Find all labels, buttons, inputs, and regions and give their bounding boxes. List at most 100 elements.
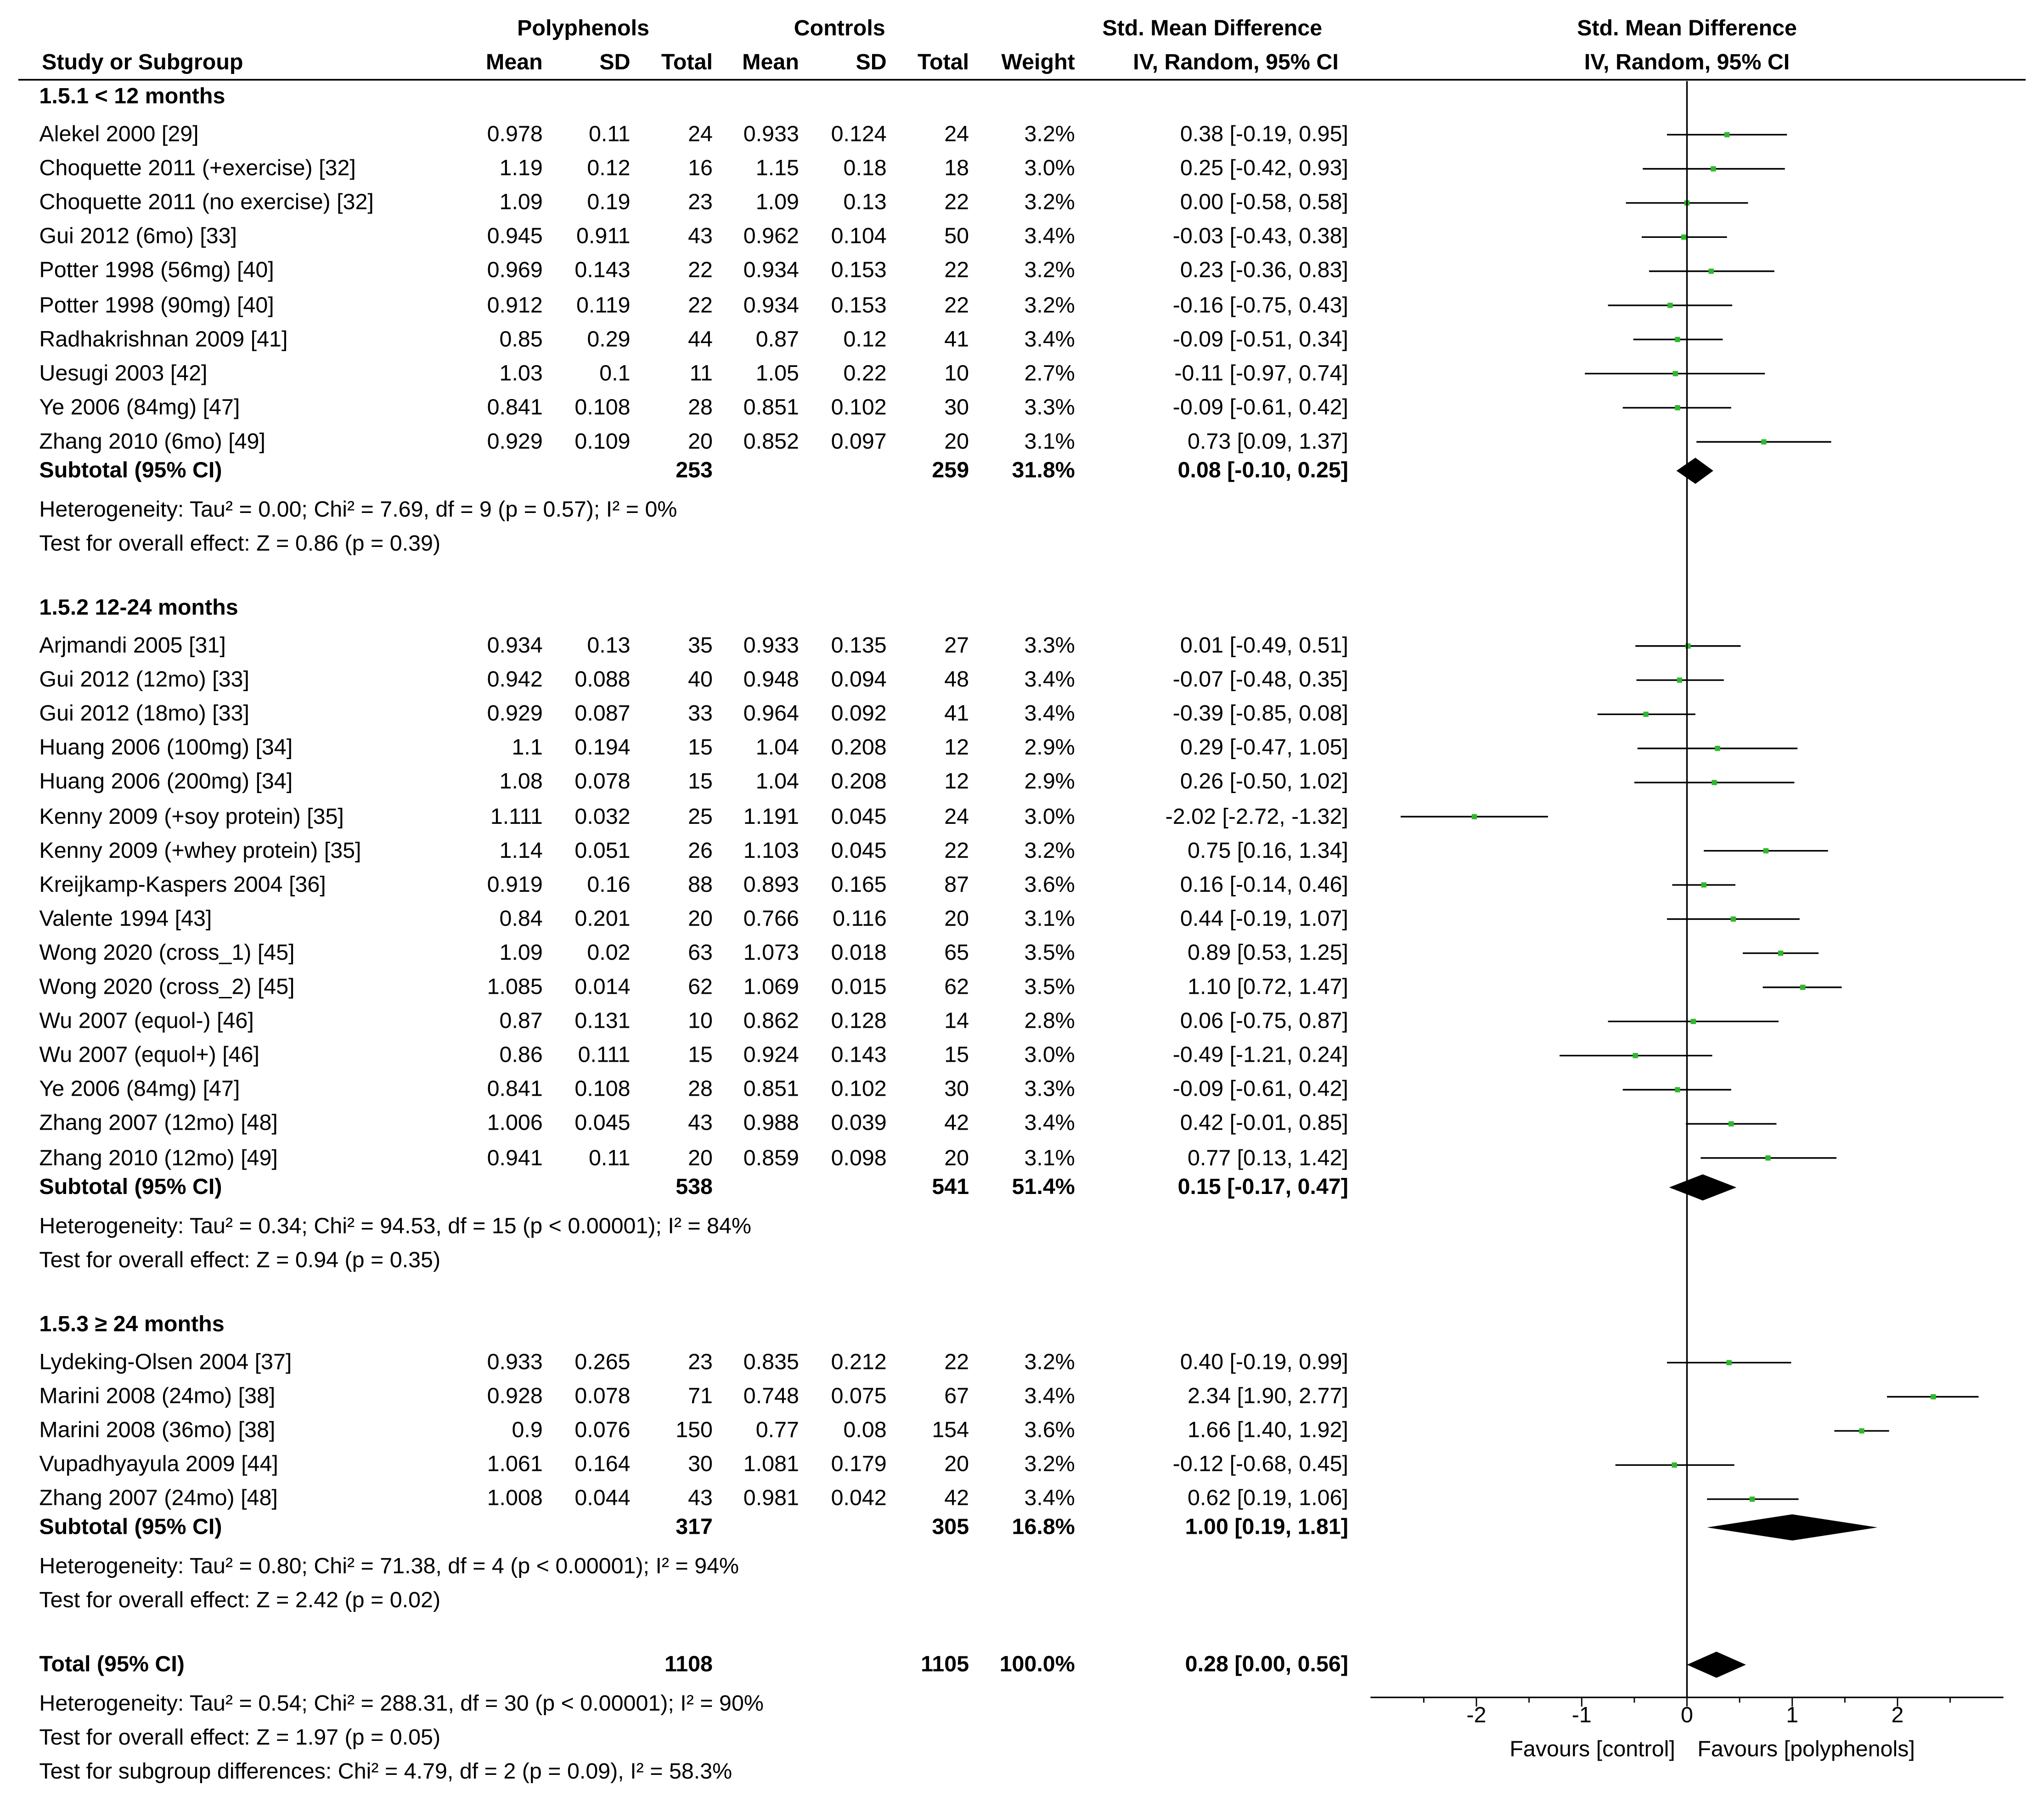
polyphenols-mean: 0.933	[487, 1349, 543, 1374]
controls-total: 12	[944, 769, 969, 794]
study-smd-ci: -0.12 [-0.68, 0.45]	[1172, 1452, 1348, 1477]
controls-mean: 0.862	[743, 1008, 799, 1033]
study-name: Wu 2007 (equol+) [46]	[39, 1042, 259, 1068]
study-weight: 3.1%	[1024, 1145, 1075, 1170]
subtotal-weight: 16.8%	[1012, 1514, 1075, 1539]
polyphenols-mean: 0.86	[499, 1042, 543, 1068]
controls-sd: 0.045	[831, 838, 887, 863]
polyphenols-total: 44	[688, 326, 713, 351]
study-name: Lydeking-Olsen 2004 [37]	[39, 1349, 292, 1374]
study-weight: 2.8%	[1024, 1008, 1075, 1033]
study-name: Wong 2020 (cross_2) [45]	[39, 974, 295, 999]
polyphenols-mean: 0.841	[487, 1076, 543, 1102]
controls-sd: 0.075	[831, 1384, 887, 1409]
polyphenols-mean: 1.1	[512, 735, 543, 760]
controls-sd: 0.179	[831, 1452, 887, 1477]
controls-sd: 0.098	[831, 1145, 887, 1170]
polyphenols-sd: 0.911	[576, 224, 631, 249]
controls-sd: 0.135	[831, 633, 887, 658]
study-weight: 3.4%	[1024, 224, 1075, 249]
study-weight: 3.3%	[1024, 1076, 1075, 1102]
study-name: Wu 2007 (equol-) [46]	[39, 1008, 254, 1033]
controls-sd: 0.153	[831, 258, 887, 283]
polyphenols-sd: 0.119	[576, 292, 631, 317]
controls-sd: 0.097	[831, 428, 887, 454]
polyphenols-mean: 1.09	[499, 190, 543, 215]
controls-mean: 1.05	[755, 360, 799, 386]
point-estimate	[1633, 1053, 1638, 1058]
controls-total: 10	[944, 360, 969, 386]
controls-total: 42	[944, 1486, 969, 1511]
polyphenols-total: 20	[688, 428, 713, 454]
controls-total: 22	[944, 1349, 969, 1374]
study-weight: 3.2%	[1024, 1349, 1075, 1374]
study-name: Potter 1998 (56mg) [40]	[39, 258, 274, 283]
controls-sd: 0.018	[831, 940, 887, 965]
controls-total: 30	[944, 1076, 969, 1102]
polyphenols-mean: 0.945	[487, 224, 543, 249]
study-weight: 3.0%	[1024, 1042, 1075, 1068]
polyphenols-sd: 0.078	[574, 1384, 631, 1409]
study-weight: 3.3%	[1024, 633, 1075, 658]
study-weight: 3.1%	[1024, 906, 1075, 931]
polyphenols-total: 16	[688, 156, 713, 181]
polyphenols-total: 22	[688, 292, 713, 317]
study-weight: 3.2%	[1024, 258, 1075, 283]
study-name: Kenny 2009 (+whey protein) [35]	[39, 838, 361, 863]
point-estimate	[1765, 1155, 1771, 1161]
header-sd-polyphenols: SD	[599, 50, 631, 75]
polyphenols-mean: 1.08	[499, 769, 543, 794]
subtotal-weight: 51.4%	[1012, 1174, 1075, 1199]
polyphenols-sd: 0.045	[574, 1110, 631, 1136]
polyphenols-sd: 0.02	[587, 940, 631, 965]
point-estimate	[1761, 439, 1767, 445]
polyphenols-mean: 0.934	[487, 633, 543, 658]
point-estimate	[1726, 1360, 1732, 1365]
study-smd-ci: 0.00 [-0.58, 0.58]	[1180, 190, 1348, 215]
point-estimate	[1675, 1087, 1680, 1092]
polyphenols-sd: 0.265	[574, 1349, 631, 1374]
point-estimate	[1763, 848, 1769, 854]
header-smd-method: IV, Random, 95% CI	[1133, 50, 1339, 75]
polyphenols-sd: 0.19	[587, 190, 631, 215]
controls-total: 20	[944, 428, 969, 454]
polyphenols-total: 62	[688, 974, 713, 999]
polyphenols-mean: 0.941	[487, 1145, 543, 1170]
total-controls: 1105	[921, 1651, 969, 1677]
study-name: Ye 2006 (84mg) [47]	[39, 1076, 240, 1102]
subgroup-title: 1.5.3 ≥ 24 months	[39, 1312, 225, 1337]
polyphenols-mean: 0.969	[487, 258, 543, 283]
polyphenols-total: 40	[688, 667, 713, 692]
polyphenols-mean: 0.84	[499, 906, 543, 931]
polyphenols-mean: 0.929	[487, 428, 543, 454]
controls-mean: 0.852	[743, 428, 799, 454]
subtotal-polyphenols-total: 538	[676, 1174, 713, 1199]
study-smd-ci: -0.49 [-1.21, 0.24]	[1172, 1042, 1348, 1068]
header-study: Study or Subgroup	[42, 50, 243, 75]
point-estimate	[1685, 643, 1691, 649]
controls-total: 67	[944, 1384, 969, 1409]
point-estimate	[1749, 1496, 1755, 1502]
polyphenols-mean: 0.978	[487, 121, 543, 146]
total-weight: 100.0%	[999, 1651, 1075, 1677]
controls-mean: 0.748	[743, 1384, 799, 1409]
polyphenols-total: 71	[688, 1384, 713, 1409]
subgroup-overall-effect: Test for overall effect: Z = 2.42 (p = 0…	[39, 1588, 441, 1613]
study-name: Gui 2012 (12mo) [33]	[39, 667, 249, 692]
subtotal-polyphenols-total: 317	[676, 1514, 713, 1539]
controls-sd: 0.094	[831, 667, 887, 692]
polyphenols-total: 43	[688, 224, 713, 249]
controls-sd: 0.208	[831, 769, 887, 794]
controls-sd: 0.165	[831, 872, 887, 897]
study-smd-ci: 0.73 [0.09, 1.37]	[1188, 428, 1348, 454]
study-weight: 3.2%	[1024, 1452, 1075, 1477]
study-smd-ci: -0.09 [-0.51, 0.34]	[1172, 326, 1348, 351]
favours-polyphenols-label: Favours [polyphenols]	[1697, 1736, 1915, 1762]
point-estimate	[1675, 337, 1680, 342]
study-name: Zhang 2007 (12mo) [48]	[39, 1110, 278, 1136]
controls-mean: 0.933	[743, 633, 799, 658]
controls-mean: 0.924	[743, 1042, 799, 1068]
controls-sd: 0.092	[831, 701, 887, 726]
polyphenols-sd: 0.11	[588, 121, 631, 146]
